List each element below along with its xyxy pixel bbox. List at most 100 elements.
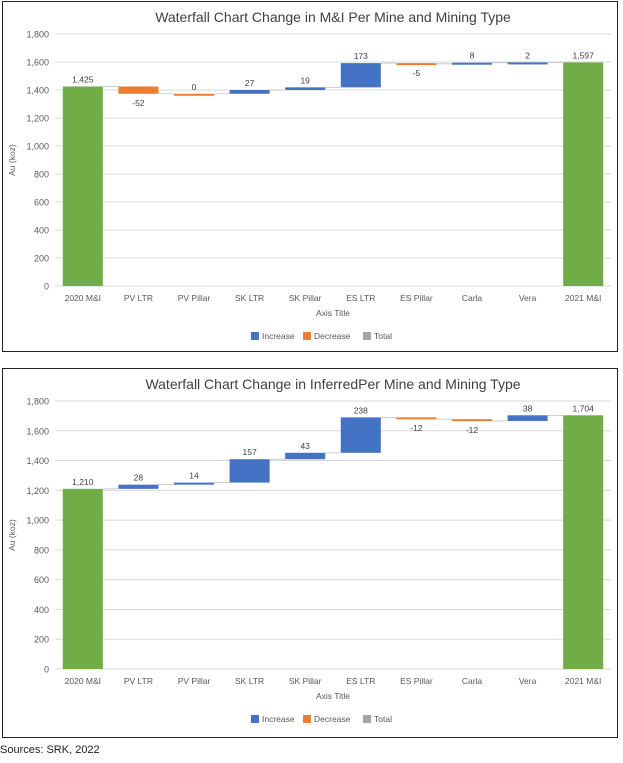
bar-pv-pillar (173, 93, 215, 96)
legend-label-increase: Increase (262, 331, 295, 341)
data-label: 1,704 (573, 403, 595, 413)
y-tick-label: 1,600 (26, 58, 49, 68)
y-tick-label: 200 (34, 635, 49, 645)
y-tick-label: 400 (34, 226, 49, 236)
data-label: 2 (525, 50, 530, 60)
y-axis-title: Au (koz) (7, 519, 17, 551)
data-label: 43 (300, 441, 310, 451)
bar-carla (451, 62, 493, 65)
y-tick-label: 1,000 (26, 142, 49, 152)
data-label: 28 (134, 473, 144, 483)
bar-pv-ltr (118, 484, 159, 489)
data-label: 173 (354, 51, 368, 61)
legend-swatch-decrease (303, 332, 311, 340)
bar-sk-ltr (229, 459, 270, 483)
x-tick-label: Vera (519, 676, 537, 686)
y-tick-label: 1,800 (26, 397, 49, 407)
y-tick-label: 800 (34, 170, 49, 180)
y-tick-label: 1,400 (26, 86, 49, 96)
y-tick-label: 1,200 (26, 486, 49, 496)
bar-pv-pillar (173, 482, 215, 485)
x-tick-label: SK LTR (235, 293, 264, 303)
data-label: 8 (470, 51, 475, 61)
x-tick-label: PV LTR (124, 293, 153, 303)
bar-es-ltr (340, 63, 381, 88)
y-tick-label: 1,800 (26, 30, 49, 40)
legend-label-total: Total (374, 331, 392, 341)
x-tick-label: SK Pillar (289, 676, 322, 686)
legend-label-decrease: Decrease (314, 714, 351, 724)
legend-swatch-decrease (303, 715, 311, 723)
x-tick-label: PV Pillar (178, 293, 211, 303)
data-label: 1,597 (573, 50, 595, 60)
bar-2020-m-i (62, 488, 103, 669)
data-label: -52 (132, 98, 145, 108)
source-note: Sources: SRK, 2022 (0, 744, 100, 756)
bar-2021-m-i (563, 62, 604, 286)
waterfall-chart-inferred: Waterfall Chart Change in InferredPer Mi… (2, 368, 618, 738)
data-label: 238 (354, 405, 368, 415)
x-tick-label: 2020 M&I (65, 676, 101, 686)
x-axis-title: Axis Title (316, 691, 350, 701)
legend-swatch-increase (251, 715, 259, 723)
y-tick-label: 1,600 (26, 426, 49, 436)
x-tick-label: PV Pillar (178, 676, 211, 686)
y-tick-label: 1,000 (26, 516, 49, 526)
legend: Increase Decrease Total (251, 714, 392, 724)
data-label: 1,210 (72, 477, 94, 487)
x-tick-label: 2021 M&I (565, 293, 601, 303)
bar-carla (451, 419, 493, 422)
y-tick-label: 400 (34, 605, 49, 615)
bar-sk-pillar (285, 452, 326, 460)
gridlines (55, 33, 611, 287)
data-label: -12 (466, 425, 479, 435)
y-axis-title: Au (koz) (7, 144, 17, 176)
y-tick-label: 0 (44, 282, 49, 292)
bar-2020-m-i (62, 86, 103, 286)
bar-sk-pillar (285, 87, 326, 90)
bar-es-ltr (340, 417, 381, 453)
bar-vera (507, 415, 548, 421)
y-tick-label: 1,400 (26, 456, 49, 466)
y-tick-label: 600 (34, 198, 49, 208)
data-label: 0 (192, 82, 197, 92)
bar-es-pillar (396, 63, 437, 66)
legend-label-increase: Increase (262, 714, 295, 724)
legend-swatch-total (363, 715, 371, 723)
data-label: 14 (189, 471, 199, 481)
data-label: -5 (413, 68, 421, 78)
bar-pv-ltr (118, 86, 159, 94)
data-label: -12 (410, 423, 423, 433)
chart-svg-mi: Waterfall Chart Change in M&I Per Mine a… (7, 9, 611, 341)
x-tick-label: 2021 M&I (565, 676, 601, 686)
x-tick-label: Vera (519, 293, 537, 303)
chart-title: Waterfall Chart Change in InferredPer Mi… (145, 376, 520, 392)
chart-svg-inferred: Waterfall Chart Change in InferredPer Mi… (7, 376, 611, 724)
bar-2021-m-i (563, 415, 604, 669)
legend-swatch-total (363, 332, 371, 340)
x-tick-label: SK Pillar (289, 293, 322, 303)
data-label: 38 (523, 403, 533, 413)
y-tick-label: 1,200 (26, 114, 49, 124)
bar-es-pillar (396, 417, 437, 420)
x-tick-label: ES LTR (346, 676, 375, 686)
data-label: 27 (245, 78, 255, 88)
x-tick-label: 2020 M&I (65, 293, 101, 303)
data-label: 157 (243, 447, 257, 457)
x-tick-label: SK LTR (235, 676, 264, 686)
gridlines (55, 400, 611, 670)
y-tick-label: 600 (34, 575, 49, 585)
legend-label-decrease: Decrease (314, 331, 351, 341)
x-tick-label: Carla (462, 293, 483, 303)
data-label: 19 (300, 75, 310, 85)
y-tick-label: 200 (34, 254, 49, 264)
x-tick-label: ES LTR (346, 293, 375, 303)
x-axis-title: Axis Title (316, 308, 350, 318)
y-tick-label: 0 (44, 665, 49, 675)
chart-title: Waterfall Chart Change in M&I Per Mine a… (155, 9, 511, 25)
waterfall-chart-mi: Waterfall Chart Change in M&I Per Mine a… (2, 1, 618, 352)
legend-swatch-increase (251, 332, 259, 340)
data-label: 1,425 (72, 75, 94, 85)
x-tick-label: ES Pillar (400, 293, 433, 303)
bar-vera (507, 62, 548, 65)
